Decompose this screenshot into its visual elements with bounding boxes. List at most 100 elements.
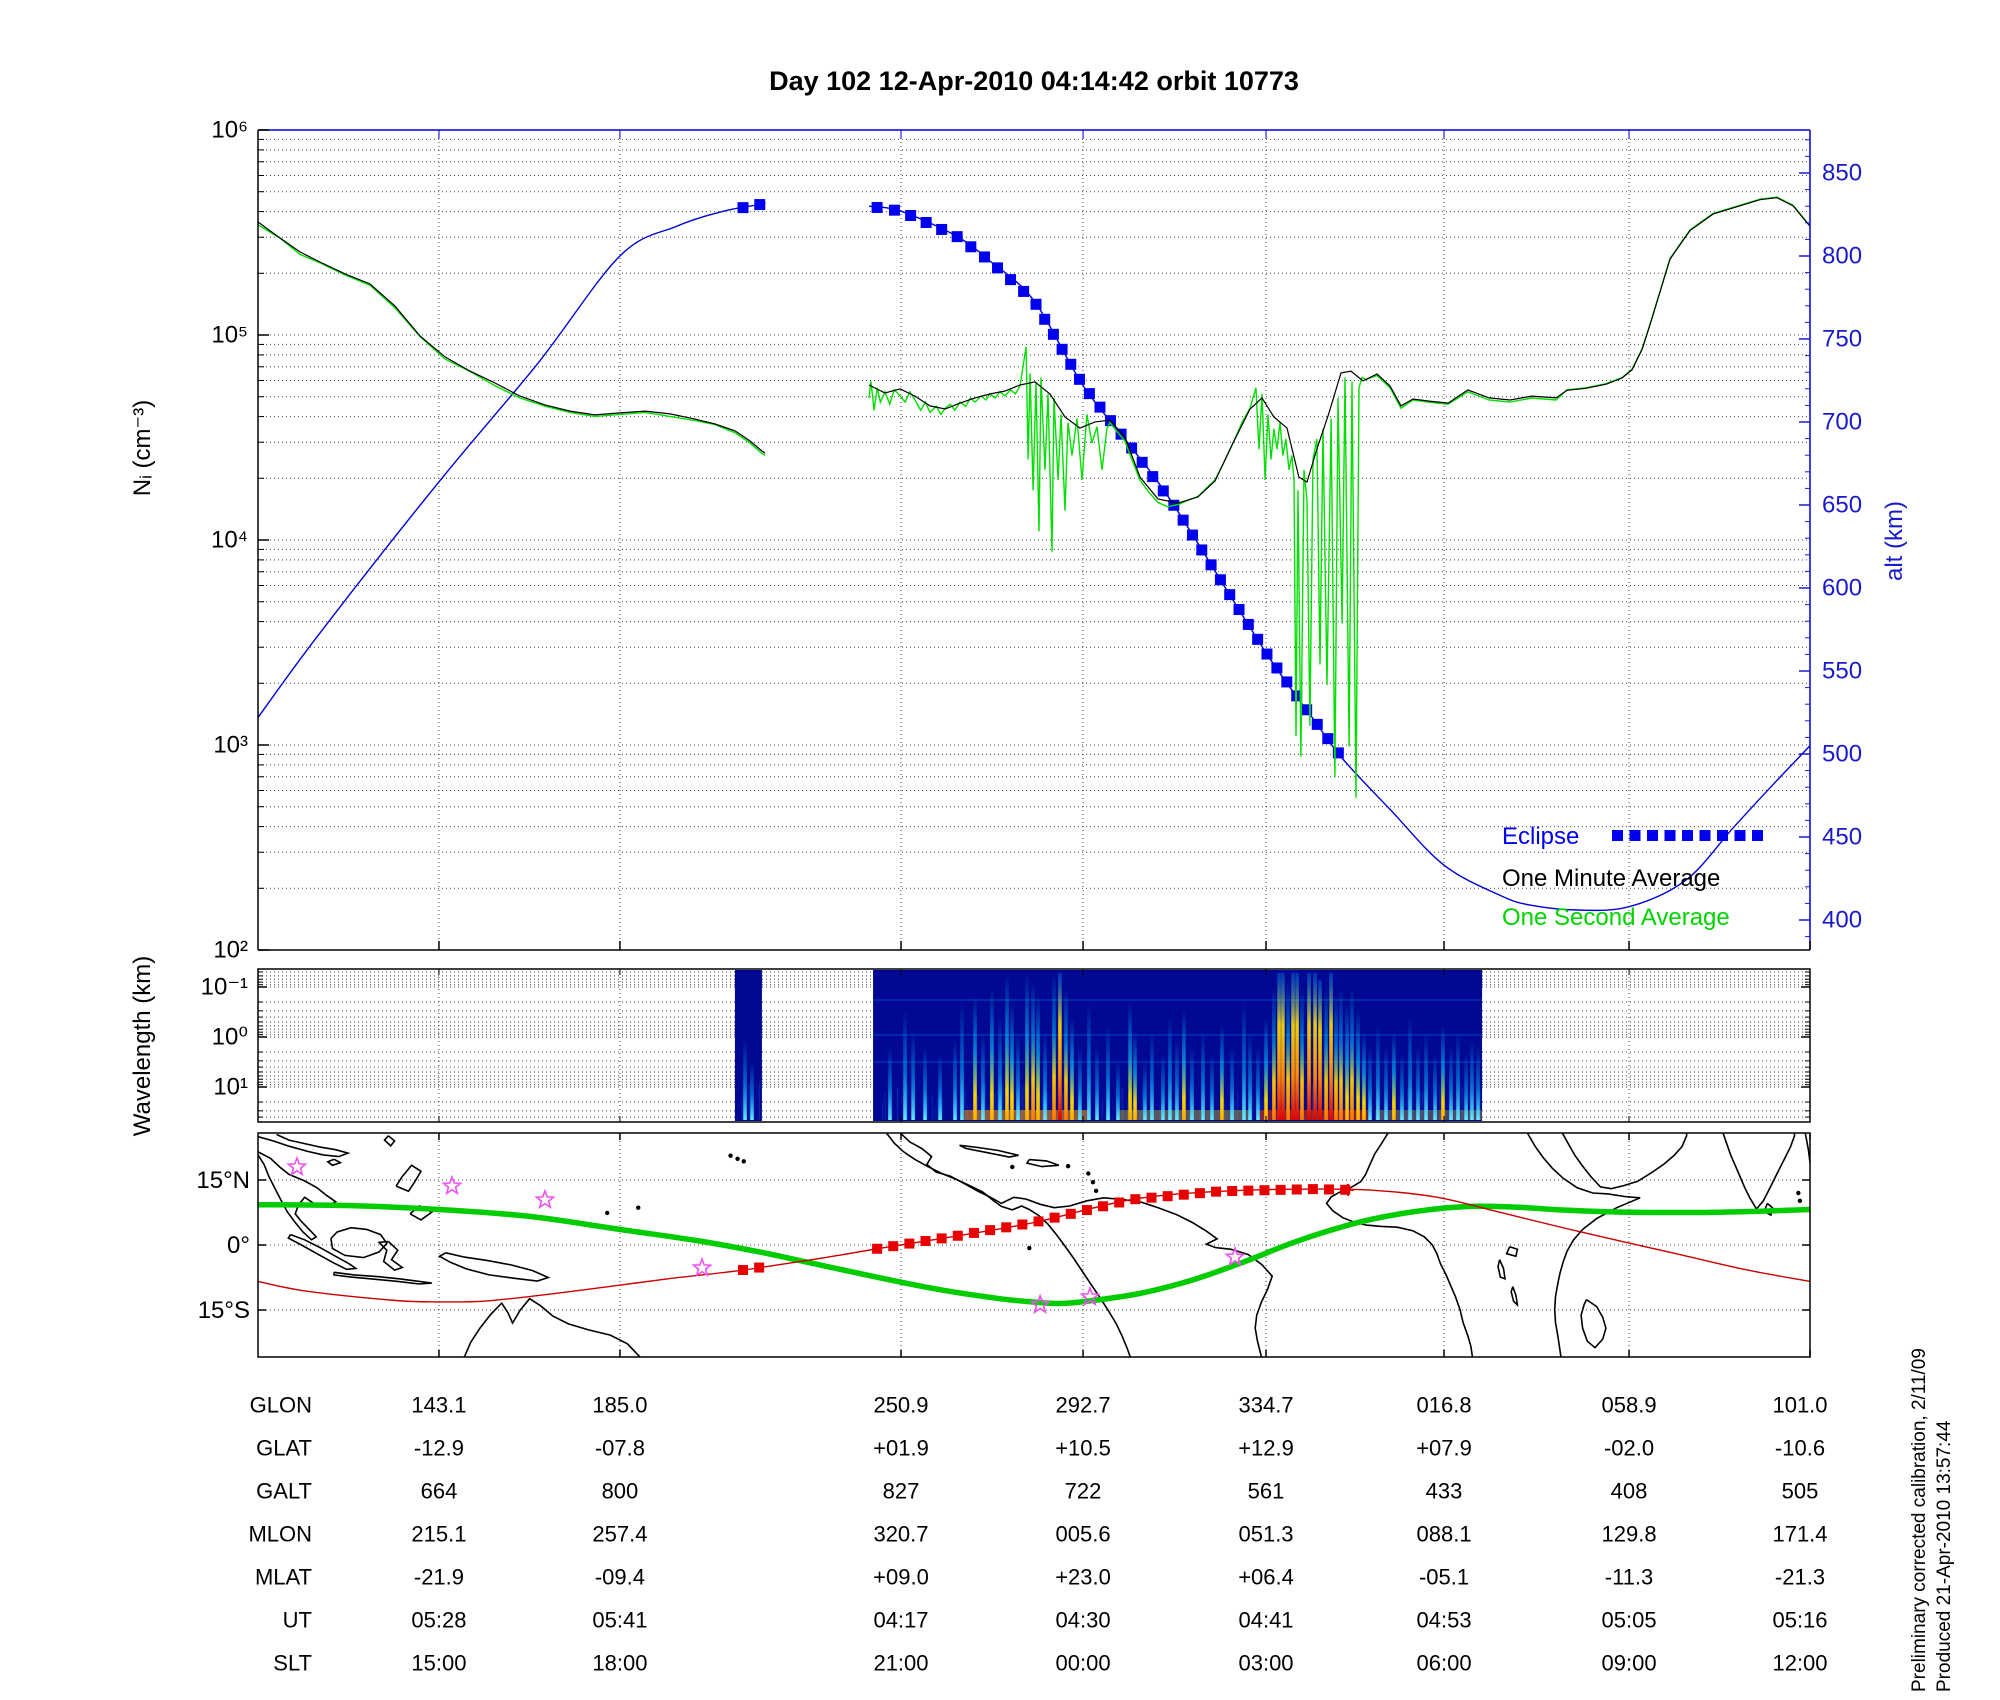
map-lat-label-0: 0° xyxy=(227,1232,250,1259)
table-cell-glat: -07.8 xyxy=(595,1436,645,1461)
spectro-streak xyxy=(1433,1053,1437,1120)
data-layer xyxy=(258,196,1810,1357)
spectro-streak xyxy=(1329,973,1333,1120)
ground-track-line xyxy=(258,1188,1810,1303)
table-cell-galt: 800 xyxy=(602,1479,639,1504)
map-eclipse-dash-square xyxy=(1098,1201,1109,1212)
right-axis-tick-label: 550 xyxy=(1822,658,1862,685)
legend-eclipse-dash-sample xyxy=(1682,830,1693,841)
left-axis-tick-label: 10⁴ xyxy=(211,527,248,554)
map-eclipse-dash-square xyxy=(1307,1184,1318,1195)
spectro-streak xyxy=(981,1031,985,1120)
table-cell-galt: 827 xyxy=(883,1479,920,1504)
table-cell-glat: +10.5 xyxy=(1055,1436,1111,1461)
map-eclipse-dash-square xyxy=(738,1264,748,1275)
coastline xyxy=(1505,1245,1519,1258)
spectro-streak xyxy=(1476,1046,1480,1120)
right-axis-tick-label: 600 xyxy=(1822,575,1862,602)
eclipse-dash-square xyxy=(1242,618,1254,630)
coastline xyxy=(1561,1133,1688,1190)
table-cell-ut: 04:41 xyxy=(1238,1608,1293,1633)
eclipse-dash-square xyxy=(871,201,883,213)
table-cell-galt: 408 xyxy=(1611,1479,1648,1504)
eclipse-dash-square xyxy=(1186,529,1198,541)
spectro-streak xyxy=(1350,987,1354,1120)
map-eclipse-dash-square xyxy=(1049,1212,1060,1223)
spectro-streak xyxy=(1005,973,1009,1120)
map-eclipse-dash-square xyxy=(1178,1189,1189,1200)
island-dot xyxy=(741,1159,746,1164)
table-cell-mlon: 005.6 xyxy=(1056,1522,1111,1547)
spectro-streak xyxy=(1345,1002,1349,1120)
table-row-label: GALT xyxy=(256,1479,312,1504)
coastline xyxy=(258,1133,351,1158)
legend-eclipse-dash-sample xyxy=(1734,830,1746,841)
table-cell-glat: -12.9 xyxy=(414,1436,464,1461)
right-axis-tick-label: 450 xyxy=(1822,824,1862,851)
spectro-streak xyxy=(1036,995,1040,1120)
island-dot xyxy=(1027,1245,1032,1251)
eclipse-dash-square xyxy=(1177,514,1189,526)
coastline xyxy=(330,1226,388,1259)
eclipse-dash-square xyxy=(1115,428,1127,440)
map-eclipse-dash-square xyxy=(1194,1188,1205,1199)
table-cell-glon: 250.9 xyxy=(873,1393,928,1418)
table-cell-slt: 18:00 xyxy=(592,1651,647,1676)
table-cell-mlat: -21.9 xyxy=(414,1565,464,1590)
table-cell-glat: +01.9 xyxy=(873,1436,929,1461)
axes-layer xyxy=(257,129,1811,1358)
map-eclipse-dash-square xyxy=(936,1233,947,1244)
eclipse-dash-square xyxy=(1322,733,1334,745)
spectro-streak xyxy=(1175,1039,1179,1120)
spectro-streak xyxy=(1300,987,1304,1120)
coastline xyxy=(1526,1133,1641,1357)
eclipse-dash-square xyxy=(992,262,1004,274)
eclipse-dash-square xyxy=(1094,401,1106,413)
spectro-streak xyxy=(1201,1031,1205,1120)
spectro-streak xyxy=(1095,1046,1099,1120)
spectro-streak xyxy=(1161,1053,1165,1120)
spectro-streak xyxy=(1286,980,1290,1120)
table-cell-glat: +07.9 xyxy=(1416,1436,1472,1461)
gridlines-layer xyxy=(258,130,1810,1357)
table-cell-ut: 04:30 xyxy=(1056,1608,1111,1633)
table-cell-slt: 06:00 xyxy=(1417,1651,1472,1676)
spectro-streak xyxy=(1449,1046,1453,1120)
spectro-streak xyxy=(923,1046,927,1120)
map-eclipse-dash-square xyxy=(1324,1184,1335,1195)
coastline xyxy=(333,1271,432,1285)
spectro-streak xyxy=(1043,1031,1047,1120)
table-cell-glon: 101.0 xyxy=(1772,1393,1827,1418)
eclipse-dash-square xyxy=(1281,676,1293,688)
table-cell-ut: 04:17 xyxy=(873,1608,928,1633)
table-cell-mlat: -09.4 xyxy=(595,1565,645,1590)
table-cell-glat: +12.9 xyxy=(1238,1436,1294,1461)
map-eclipse-dash-square xyxy=(872,1243,883,1254)
map-eclipse-dash-square xyxy=(968,1227,979,1238)
eclipse-dash-square xyxy=(1083,388,1095,400)
right-axis-tick-label: 700 xyxy=(1822,409,1862,436)
coastline xyxy=(395,1164,423,1193)
map-eclipse-dash-square xyxy=(1065,1208,1076,1219)
spectro-streak xyxy=(1133,1031,1137,1120)
table-cell-slt: 12:00 xyxy=(1772,1651,1827,1676)
table-cell-glat: -02.0 xyxy=(1604,1436,1654,1461)
spectro-streak xyxy=(1116,1061,1120,1120)
spectrogram-data xyxy=(734,970,1483,1121)
table-cell-mlon: 051.3 xyxy=(1238,1522,1293,1547)
table-cell-mlat: +09.0 xyxy=(873,1565,929,1590)
eclipse-dash-square xyxy=(1332,747,1344,759)
table-cell-galt: 433 xyxy=(1426,1479,1463,1504)
spectro-streak xyxy=(1362,1031,1366,1120)
spectro-streak xyxy=(953,1039,957,1120)
spectro-streak xyxy=(1272,987,1276,1120)
right-axis-tick-label: 850 xyxy=(1822,160,1862,187)
spectro-streak xyxy=(1470,1039,1474,1120)
spectro-streak xyxy=(1464,1053,1468,1120)
ground-station-star xyxy=(286,1155,308,1177)
eclipse-dash-square xyxy=(1136,456,1148,468)
left-y-axis-label: Nᵢ (cm⁻³) xyxy=(129,400,156,496)
figure-title: Day 102 12-Apr-2010 04:14:42 orbit 10773 xyxy=(769,66,1299,96)
map-eclipse-dash-square xyxy=(1130,1194,1141,1205)
right-axis-tick-label: 750 xyxy=(1822,326,1862,353)
